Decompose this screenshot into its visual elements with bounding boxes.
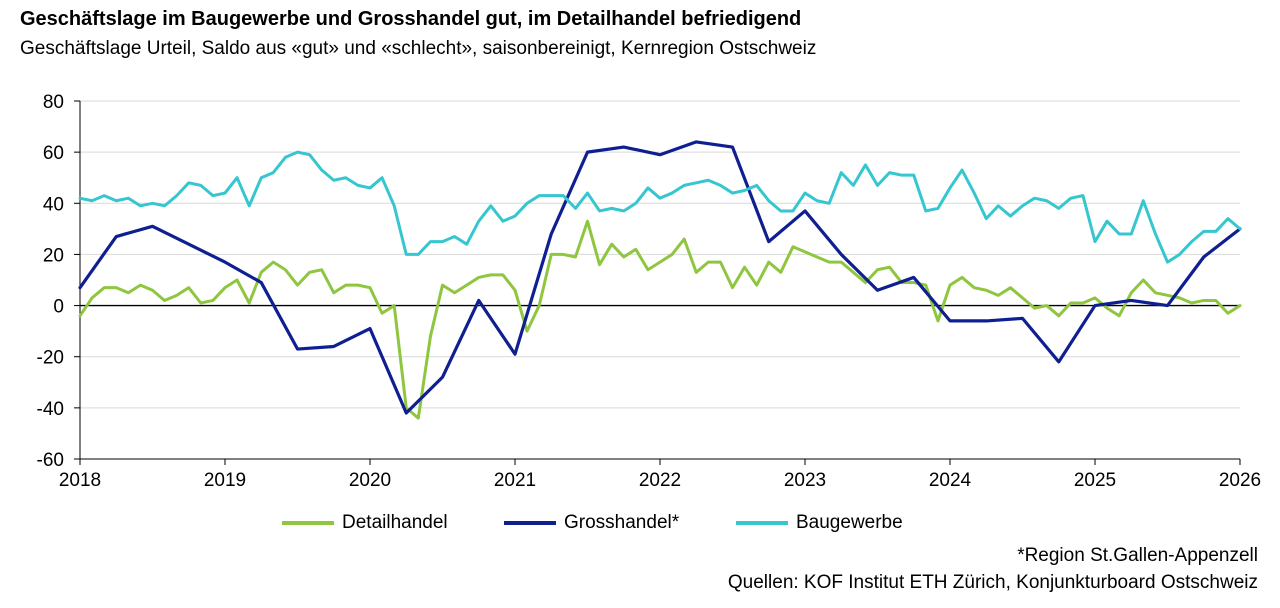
x-tick-label: 2024 bbox=[929, 470, 972, 491]
x-tick-label: 2023 bbox=[784, 470, 826, 491]
legend-swatch-grosshandel bbox=[504, 521, 556, 525]
y-tick-label: 0 bbox=[53, 297, 64, 318]
x-tick-label: 2026 bbox=[1219, 470, 1261, 491]
legend-label-detailhandel: Detailhandel bbox=[342, 512, 448, 533]
chart-title: Geschäftslage im Baugewerbe und Grosshan… bbox=[20, 8, 802, 30]
y-tick-label: 60 bbox=[43, 143, 64, 164]
series-line-detailhandel bbox=[78, 219, 1242, 420]
series-line-grosshandel bbox=[78, 140, 1242, 415]
x-tick-label: 2018 bbox=[59, 470, 101, 491]
legend-label-baugewerbe: Baugewerbe bbox=[796, 512, 903, 533]
x-tick-label: 2025 bbox=[1074, 470, 1116, 491]
legend-swatch-baugewerbe bbox=[736, 521, 788, 525]
source-note: Quellen: KOF Institut ETH Zürich, Konjun… bbox=[727, 572, 1258, 593]
y-tick-label: 40 bbox=[43, 194, 64, 215]
y-tick-label: 20 bbox=[43, 245, 64, 266]
legend-item-detailhandel: Detailhandel bbox=[282, 512, 448, 534]
legend-item-grosshandel: Grosshandel* bbox=[504, 512, 679, 534]
x-tick-label: 2022 bbox=[639, 470, 681, 491]
legend-item-baugewerbe: Baugewerbe bbox=[736, 512, 903, 534]
y-tick-label: -20 bbox=[37, 348, 64, 369]
legend-swatch-detailhandel bbox=[282, 521, 334, 525]
footnote: *Region St.Gallen-Appenzell bbox=[1017, 545, 1258, 566]
x-tick-label: 2019 bbox=[204, 470, 246, 491]
chart-legend: Detailhandel Grosshandel* Baugewerbe bbox=[0, 512, 1280, 542]
y-tick-label: -40 bbox=[37, 399, 64, 420]
y-tick-label: 80 bbox=[43, 92, 64, 113]
series-line-baugewerbe bbox=[78, 150, 1242, 264]
x-tick-label: 2021 bbox=[494, 470, 536, 491]
series-lines bbox=[78, 140, 1242, 420]
y-tick-label: -60 bbox=[37, 450, 64, 471]
legend-label-grosshandel: Grosshandel* bbox=[564, 512, 680, 533]
chart-subtitle: Geschäftslage Urteil, Saldo aus «gut» un… bbox=[20, 38, 817, 59]
x-tick-label: 2020 bbox=[349, 470, 391, 491]
